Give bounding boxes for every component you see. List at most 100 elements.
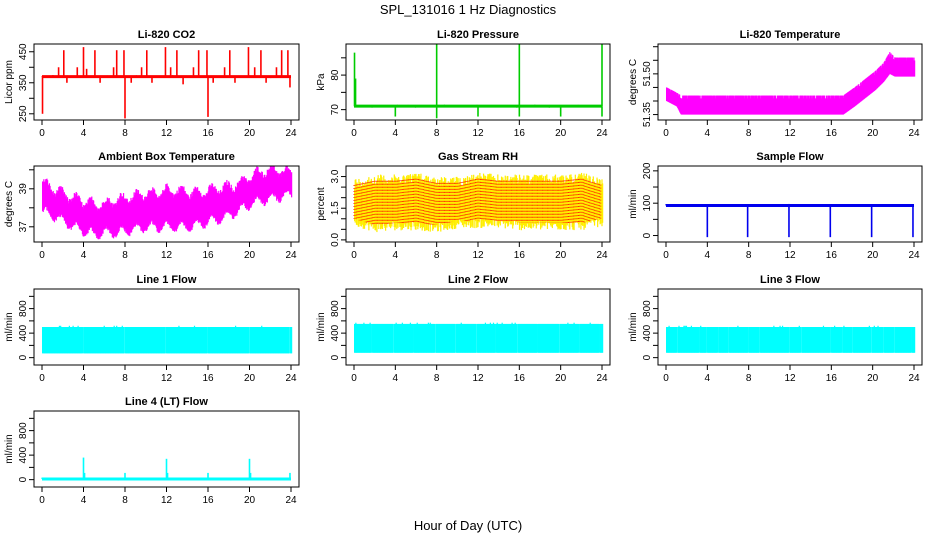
series-band-segment <box>362 184 364 229</box>
series-band-segment <box>771 327 773 353</box>
series-band-segment <box>766 327 768 353</box>
series-band-segment <box>115 327 117 354</box>
series-band-segment <box>246 183 249 207</box>
series-band-segment <box>798 98 800 115</box>
series-band-segment <box>561 323 563 353</box>
series-band-segment <box>872 72 874 92</box>
series-band-segment <box>59 327 61 354</box>
series-band-segment <box>528 323 531 353</box>
series-band-segment <box>105 327 107 354</box>
series-band-segment <box>832 327 834 353</box>
series-band-segment <box>848 327 851 353</box>
series-band-segment <box>708 95 710 115</box>
series-band-segment <box>708 327 710 353</box>
series-band-segment <box>233 191 235 217</box>
series-band-segment <box>388 323 390 353</box>
series-band-segment <box>773 325 775 353</box>
series-band-segment <box>566 323 568 353</box>
series-band-segment <box>201 327 204 354</box>
series-band-segment <box>178 186 180 225</box>
series-band-segment <box>542 177 544 226</box>
series-band-segment <box>530 323 532 353</box>
series-band-segment <box>790 327 792 353</box>
series-band-segment <box>470 179 472 220</box>
series-band-segment <box>582 323 584 353</box>
series-band-segment <box>450 323 452 353</box>
series-band-segment <box>109 327 112 354</box>
series-band-segment <box>575 323 578 353</box>
series-band-segment <box>905 327 907 353</box>
series-band-segment <box>417 181 419 230</box>
series-band-segment <box>832 327 834 353</box>
series-band-segment <box>559 183 561 230</box>
series-band-segment <box>81 206 84 235</box>
series-band-segment <box>144 327 146 354</box>
series-band-segment <box>884 327 886 353</box>
series-band-segment <box>879 66 881 86</box>
series-band-segment <box>216 327 218 354</box>
series-band-segment <box>850 89 852 109</box>
series-band-segment <box>237 327 239 354</box>
series-band-segment <box>504 323 506 353</box>
series-band-segment <box>827 327 830 353</box>
y-tick-label: 400 <box>330 324 341 341</box>
series-band-segment <box>362 182 364 225</box>
series-band-segment <box>492 175 495 219</box>
series-band-segment <box>832 95 834 115</box>
series-band-segment <box>720 95 722 115</box>
series-band-segment <box>287 327 290 354</box>
series-band-segment <box>121 325 123 354</box>
series-band-segment <box>767 95 769 115</box>
series-band-segment <box>103 327 105 354</box>
series-band-segment <box>701 327 703 353</box>
series-band-segment <box>693 95 696 115</box>
series-band-segment <box>703 95 705 115</box>
series-band-segment <box>49 185 51 215</box>
series-band-segment <box>205 193 207 225</box>
series-band-segment <box>458 184 460 225</box>
series-band-segment <box>877 325 879 353</box>
series-band-segment <box>411 323 413 353</box>
series-band-segment <box>424 184 426 223</box>
series-band-segment <box>397 178 399 228</box>
series-band-segment <box>374 184 376 231</box>
series-band-segment <box>804 95 807 115</box>
series-band-segment <box>185 193 188 228</box>
series-band-segment <box>204 195 206 229</box>
series-band-segment <box>900 57 902 77</box>
series-band-segment <box>440 177 443 224</box>
series-band-segment <box>424 323 426 353</box>
series-band-segment <box>522 323 524 353</box>
series-band-segment <box>591 323 593 353</box>
series-band-segment <box>906 327 908 353</box>
series-band-segment <box>387 323 389 353</box>
series-band-segment <box>600 186 602 224</box>
x-tick-label: 4 <box>393 373 399 384</box>
series-band-segment <box>362 323 364 353</box>
series-band-segment <box>747 95 749 115</box>
series-band-segment <box>366 323 368 353</box>
series-band-segment <box>203 327 206 354</box>
series-band-segment <box>878 67 880 87</box>
series-band-segment <box>681 98 683 115</box>
series-band-segment <box>494 177 496 227</box>
series-band-segment <box>371 183 373 222</box>
series-band-segment <box>225 327 227 354</box>
series-band-segment <box>852 327 854 353</box>
series-band-segment <box>438 323 441 353</box>
series-band-segment <box>845 327 848 353</box>
series-band-segment <box>827 95 829 115</box>
series-band-segment <box>878 327 880 353</box>
series-band-segment <box>117 198 119 233</box>
series-band-segment <box>281 327 283 354</box>
series-band-segment <box>758 327 760 353</box>
series-band-segment <box>529 184 531 228</box>
series-band-segment <box>891 327 893 353</box>
series-band-segment <box>881 67 883 84</box>
series-band-segment <box>102 203 104 234</box>
series-band-segment <box>224 327 226 354</box>
x-tick-label: 24 <box>908 373 920 384</box>
series-band-segment <box>909 57 911 77</box>
series-band-segment <box>757 327 759 353</box>
series-band-segment <box>44 181 46 208</box>
